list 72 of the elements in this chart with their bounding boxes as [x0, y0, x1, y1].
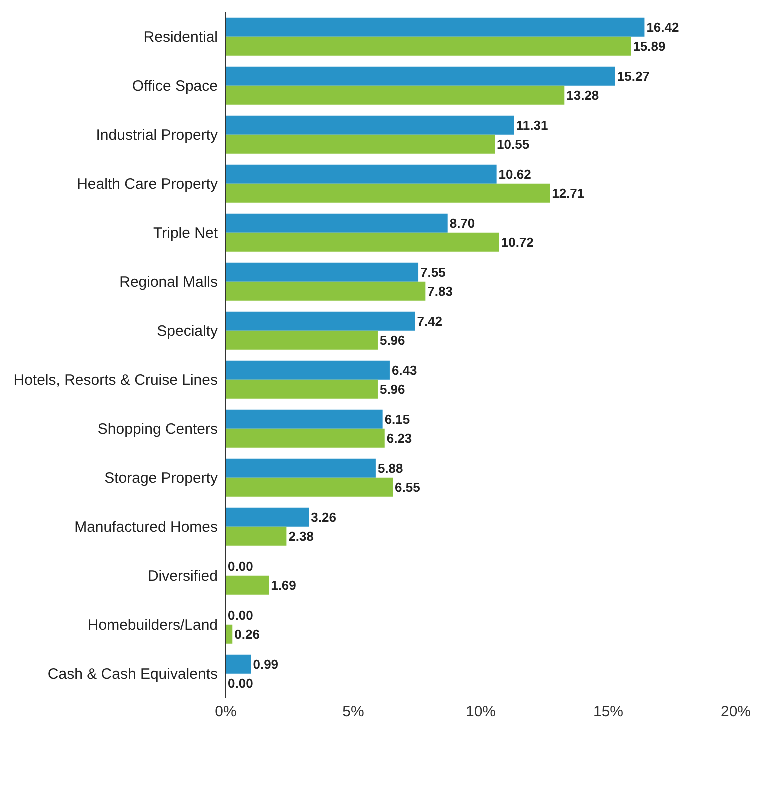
bar [226, 360, 390, 380]
x-tick-label: 0% [215, 704, 237, 721]
y-tick-label: Residential [144, 28, 218, 46]
bar [226, 282, 426, 301]
data-label: 11.31 [516, 118, 548, 133]
bar [226, 134, 496, 154]
x-tick-label: 20% [720, 704, 752, 721]
y-tick-label: Regional Malls [120, 274, 218, 291]
data-label: 2.38 [288, 528, 314, 544]
data-label: 6.55 [395, 480, 420, 495]
bar [226, 624, 233, 644]
data-label: 10.55 [497, 136, 530, 152]
bar [226, 330, 378, 350]
y-tick-label: Manufactured Homes [74, 518, 218, 536]
bar [226, 410, 383, 429]
y-tick-label: Triple Net [154, 224, 219, 242]
bar [226, 478, 394, 497]
data-label: 5.96 [380, 382, 406, 397]
data-label: 6.15 [384, 412, 410, 427]
data-label: 8.70 [450, 216, 476, 231]
data-label: 0.00 [228, 558, 254, 574]
bar [226, 66, 616, 86]
bar [226, 312, 416, 331]
y-tick-label: Industrial Property [96, 126, 218, 144]
bar [226, 654, 252, 674]
y-tick-label: Cash & Cash Equivalents [48, 666, 218, 683]
x-tick-label: 10% [466, 704, 496, 721]
y-tick-label: Health Care Property [77, 176, 218, 193]
bar [226, 214, 448, 233]
data-label: 5.96 [380, 332, 406, 348]
bar [226, 428, 385, 448]
data-label: 6.43 [392, 362, 418, 378]
y-tick-label: Diversified [148, 568, 218, 585]
data-label: 7.83 [428, 284, 453, 299]
data-label: 15.27 [617, 68, 650, 84]
data-label: 16.42 [646, 20, 680, 35]
x-tick-label: 15% [593, 704, 624, 721]
data-label: 6.23 [386, 430, 412, 446]
bar [226, 262, 419, 282]
data-label: 7.55 [420, 264, 446, 280]
bar [226, 184, 550, 203]
y-tick-label: Storage Property [104, 470, 218, 487]
y-tick-label: Shopping Centers [98, 420, 218, 438]
data-label: 10.62 [498, 166, 532, 182]
bar [226, 232, 500, 252]
data-label: 5.88 [378, 460, 404, 476]
y-tick-label: Office Space [132, 78, 218, 95]
data-label: 1.69 [271, 578, 296, 593]
data-label: 13.28 [566, 88, 600, 103]
y-tick-label: Specialty [157, 322, 218, 340]
bar [226, 380, 378, 399]
x-tick-label: 5% [342, 704, 364, 721]
data-label: 0.00 [228, 608, 254, 623]
bar [226, 86, 565, 105]
data-label: 3.26 [311, 510, 336, 525]
data-label: 0.00 [228, 676, 254, 691]
data-label: 15.89 [633, 38, 666, 54]
bar [226, 576, 270, 595]
bar [226, 526, 287, 546]
data-label: 7.42 [417, 314, 443, 329]
bar [226, 508, 310, 527]
bar [226, 18, 645, 37]
data-label: 10.72 [501, 234, 534, 250]
data-label: 0.26 [234, 626, 260, 642]
bar [226, 164, 497, 184]
data-label: 12.71 [552, 186, 585, 201]
bar [226, 116, 514, 135]
y-tick-label: Hotels, Resorts & Cruise Lines [14, 372, 218, 389]
data-label: 0.99 [253, 656, 279, 672]
y-tick-label: Homebuilders/Land [88, 616, 218, 634]
bar [226, 458, 376, 478]
bar [226, 36, 632, 56]
